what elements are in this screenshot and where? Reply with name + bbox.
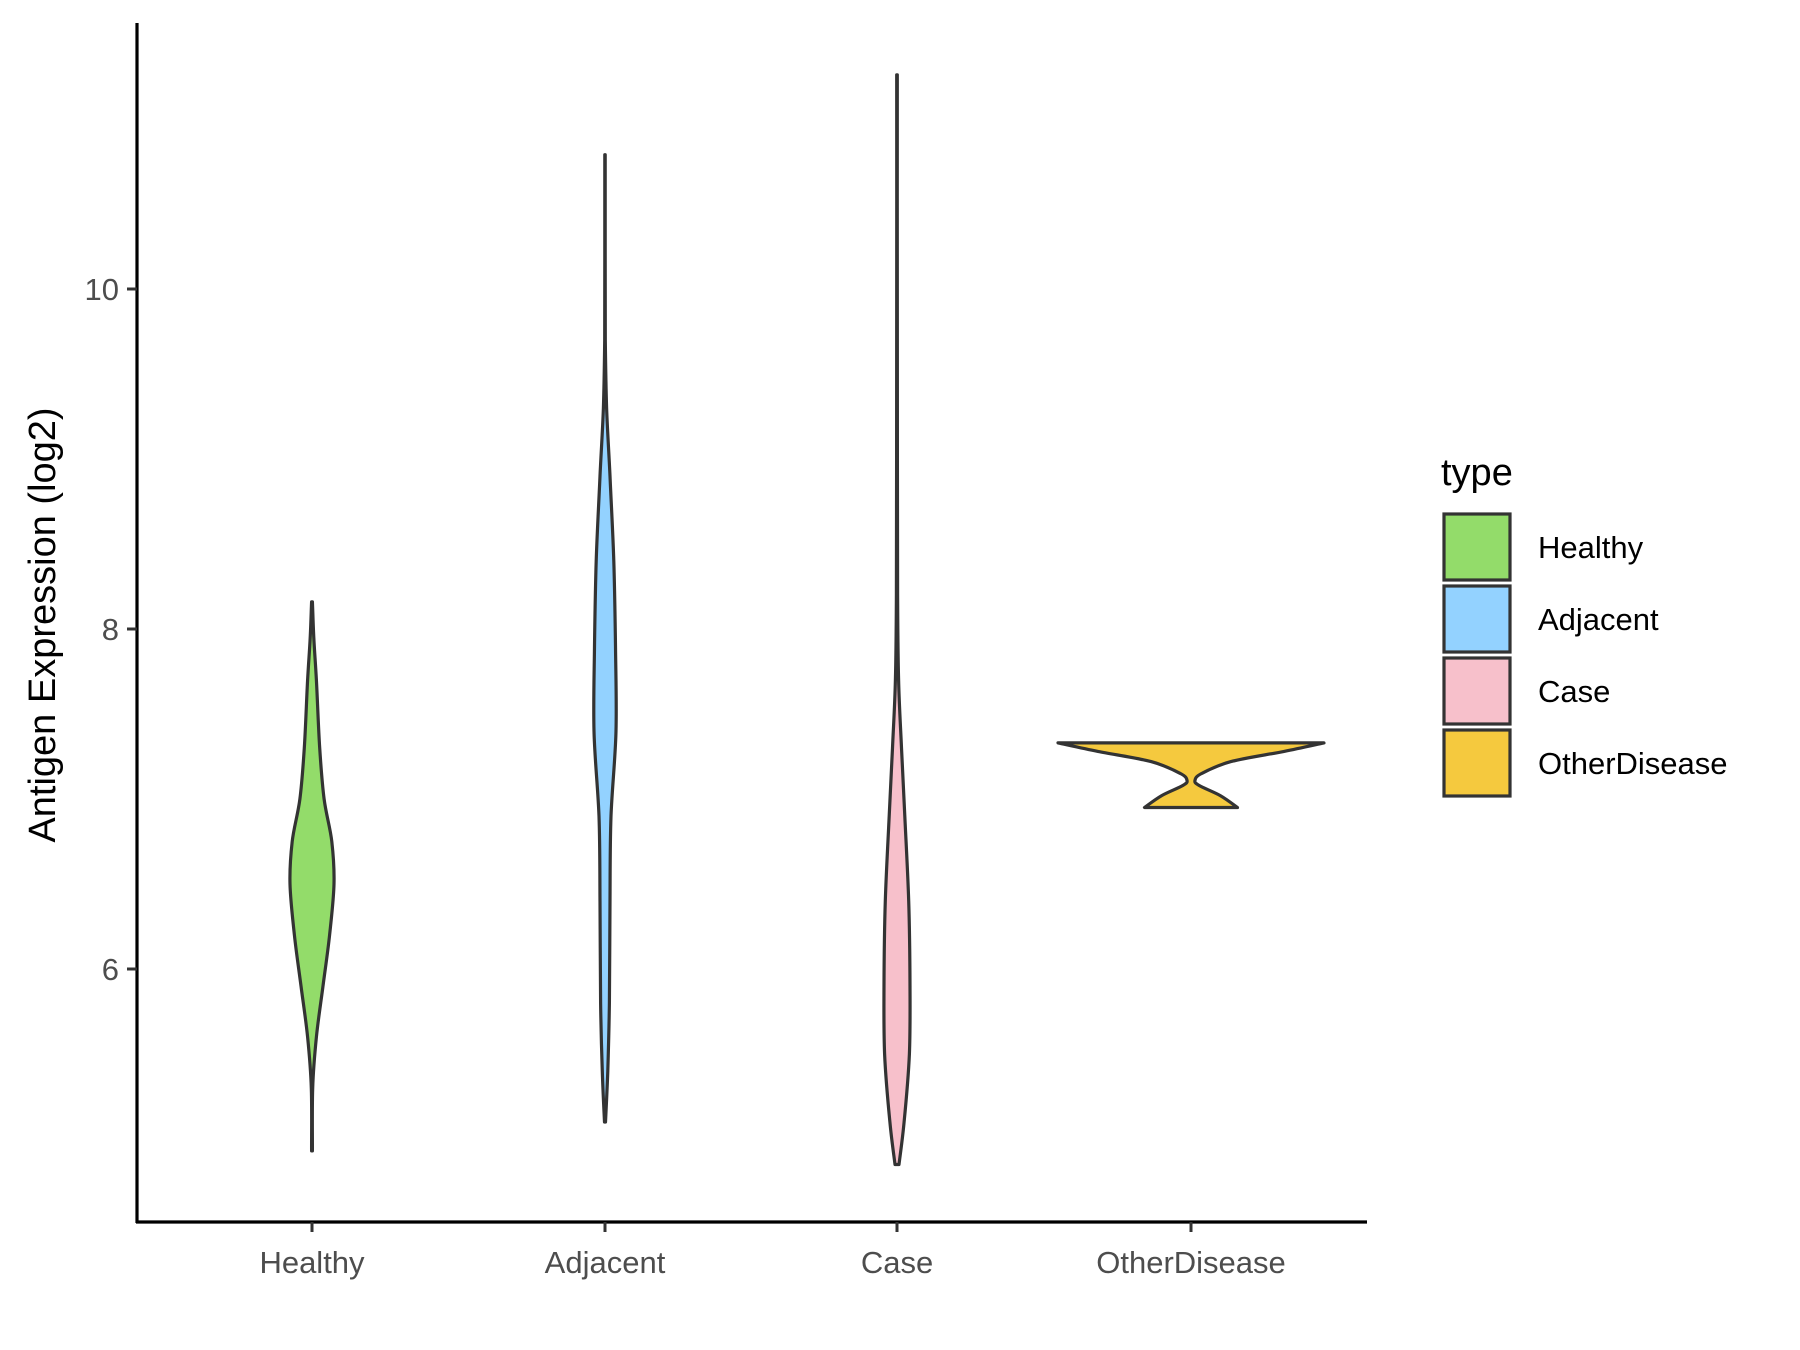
- legend-label: OtherDisease: [1538, 746, 1728, 781]
- y-axis-title: Antigen Expression (log2): [22, 407, 64, 842]
- legend-label: Healthy: [1538, 530, 1644, 565]
- legend-key-healthy: [1442, 512, 1512, 582]
- violins-layer: [288, 73, 1326, 1167]
- legend-key-otherdisease: [1442, 728, 1512, 798]
- legend-title: type: [1441, 452, 1513, 494]
- x-tick-label: Adjacent: [545, 1245, 666, 1280]
- violin-adjacent: [592, 153, 618, 1124]
- y-tick-label: 8: [102, 612, 119, 647]
- violin-case: [882, 73, 912, 1167]
- violin-healthy: [288, 600, 336, 1153]
- x-tick-label: Healthy: [259, 1245, 365, 1280]
- x-tick-label: Case: [861, 1245, 933, 1280]
- y-tick-label: 6: [102, 952, 119, 987]
- legend-key-case: [1442, 656, 1512, 726]
- legend: type Healthy Adjacent Case OtherDisease: [1441, 452, 1728, 798]
- y-tick-label: 10: [85, 272, 119, 307]
- legend-label: Adjacent: [1538, 602, 1659, 637]
- y-ticks: 6 8 10: [85, 272, 137, 987]
- x-ticks: Healthy Adjacent Case OtherDisease: [259, 1222, 1286, 1280]
- legend-label: Case: [1538, 674, 1610, 709]
- legend-key-adjacent: [1442, 584, 1512, 654]
- violin-otherdisease: [1056, 741, 1326, 810]
- x-tick-label: OtherDisease: [1096, 1245, 1286, 1280]
